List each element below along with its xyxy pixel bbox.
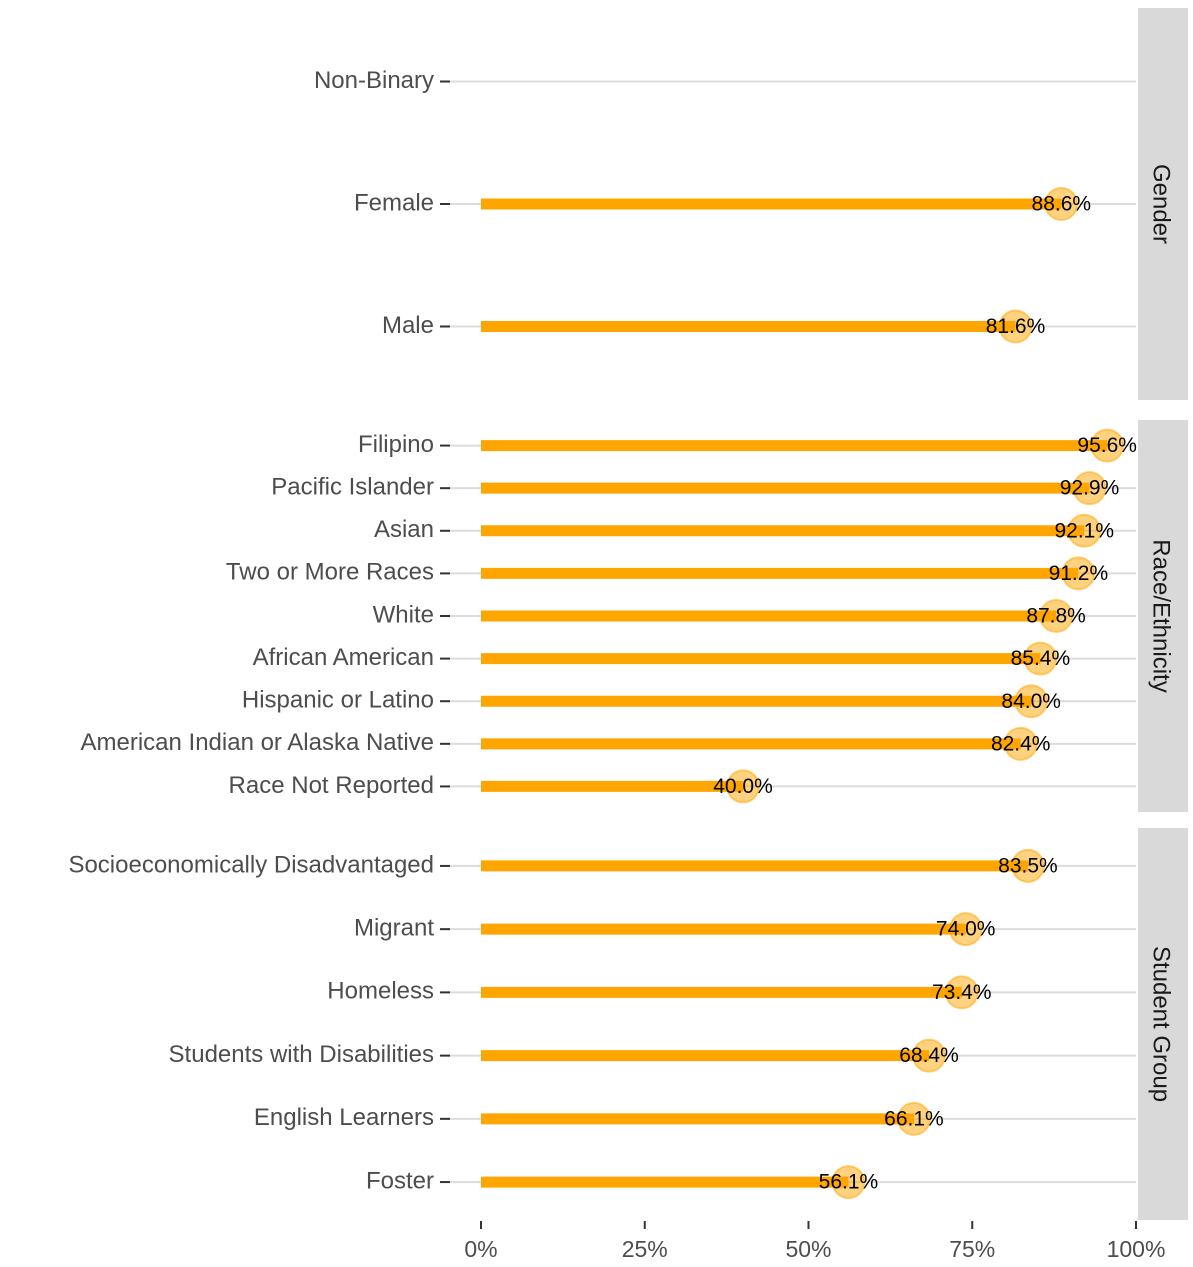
dot bbox=[1061, 556, 1096, 591]
dot bbox=[896, 1101, 931, 1136]
dot bbox=[726, 769, 760, 804]
dot bbox=[998, 309, 1033, 344]
value-label: 95.6% bbox=[1077, 434, 1137, 457]
value-label: 88.6% bbox=[1032, 193, 1092, 216]
dot bbox=[1090, 428, 1125, 463]
dot bbox=[948, 912, 983, 947]
dot bbox=[1039, 599, 1074, 633]
y-tick-label: Hispanic or Latino bbox=[242, 687, 434, 714]
dot bbox=[1072, 471, 1107, 506]
y-tick-label: Filipino bbox=[358, 431, 434, 458]
facet-label: Gender bbox=[1148, 164, 1175, 244]
y-tick-label: White bbox=[373, 601, 434, 628]
value-label: 85.4% bbox=[1011, 647, 1071, 670]
value-label: 73.4% bbox=[932, 981, 992, 1004]
dot bbox=[1010, 848, 1045, 883]
value-label: 40.0% bbox=[713, 775, 773, 798]
dot bbox=[1003, 726, 1038, 761]
dot bbox=[912, 1038, 947, 1073]
value-label: 81.6% bbox=[986, 315, 1046, 338]
facet-label: Race/Ethnicity bbox=[1148, 539, 1175, 692]
y-tick-label: Two or More Races bbox=[226, 559, 434, 586]
facet-label: Student Group bbox=[1148, 946, 1175, 1102]
x-tick-label: 50% bbox=[785, 1236, 831, 1262]
facet-strip bbox=[1138, 828, 1188, 1220]
value-label: 87.8% bbox=[1026, 605, 1086, 628]
y-tick-label: Homeless bbox=[327, 978, 434, 1005]
x-tick-label: 0% bbox=[464, 1236, 497, 1262]
y-tick-label: Female bbox=[354, 189, 434, 216]
value-label: 82.4% bbox=[991, 732, 1051, 755]
dot bbox=[944, 975, 979, 1010]
value-label: 91.2% bbox=[1049, 562, 1109, 585]
y-tick-label: Male bbox=[382, 312, 434, 339]
value-label: 66.1% bbox=[884, 1107, 944, 1130]
y-tick-label: Asian bbox=[374, 516, 434, 543]
y-tick-label: Foster bbox=[366, 1167, 434, 1194]
y-tick-label: Pacific Islander bbox=[271, 474, 434, 501]
dot bbox=[1014, 684, 1049, 719]
value-label: 83.5% bbox=[998, 854, 1058, 877]
x-tick-label: 25% bbox=[622, 1236, 668, 1262]
value-label: 92.9% bbox=[1060, 477, 1120, 500]
y-tick-label: Students with Disabilities bbox=[169, 1041, 434, 1068]
facet-strip bbox=[1138, 420, 1188, 812]
dot bbox=[1023, 641, 1058, 676]
y-tick-label: Race Not Reported bbox=[229, 772, 434, 799]
dot bbox=[1044, 187, 1079, 221]
value-label: 74.0% bbox=[936, 918, 996, 941]
value-label: 92.1% bbox=[1054, 519, 1114, 542]
facet-strip bbox=[1138, 8, 1188, 400]
y-tick-label: American Indian or Alaska Native bbox=[80, 729, 434, 756]
dot bbox=[1067, 513, 1102, 548]
y-tick-label: African American bbox=[253, 644, 434, 671]
y-tick-label: Socioeconomically Disadvantaged bbox=[68, 851, 434, 878]
x-tick-label: 100% bbox=[1107, 1236, 1166, 1262]
value-label: 56.1% bbox=[819, 1171, 879, 1194]
y-tick-label: Non-Binary bbox=[314, 67, 434, 94]
x-tick-label: 75% bbox=[949, 1236, 995, 1262]
y-tick-label: Migrant bbox=[354, 915, 434, 942]
dot bbox=[831, 1165, 866, 1200]
y-tick-label: English Learners bbox=[254, 1104, 434, 1131]
value-label: 84.0% bbox=[1001, 690, 1061, 713]
value-label: 68.4% bbox=[899, 1044, 959, 1067]
